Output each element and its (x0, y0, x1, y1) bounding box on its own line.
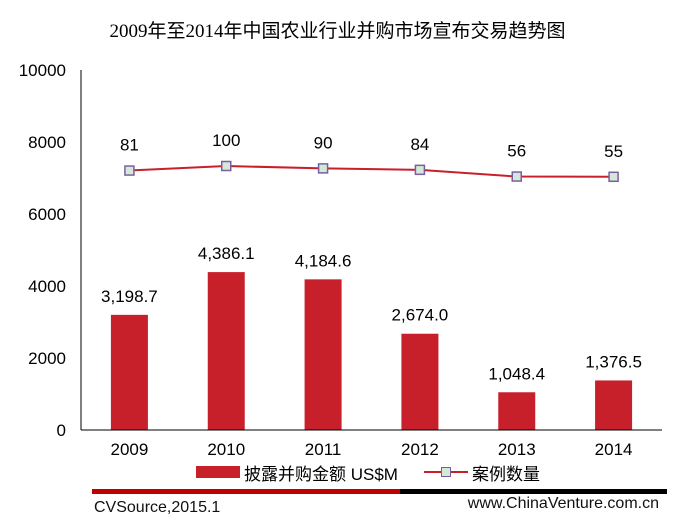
legend-item-count: 案例数量 (423, 460, 540, 485)
source-note: CVSource,2015.1 (94, 499, 221, 516)
line-data-label: 56 (507, 142, 526, 161)
line-marker (414, 164, 426, 176)
y-tick-label: 6000 (28, 205, 66, 224)
bar-data-labels: 3,198.7 4,386.1 4,184.6 2,674.0 1,048.4 1,376… (101, 244, 642, 383)
x-tick-label: 2012 (401, 440, 439, 459)
line-data-labels: 81 100 90 84 56 55 (120, 131, 623, 161)
y-tick-label: 2000 (28, 349, 66, 368)
line-marker (511, 171, 522, 182)
website-link[interactable]: www.ChinaVenture.com.cn (467, 495, 659, 512)
bar-data-label: 1,048.4 (488, 364, 545, 383)
bar (207, 272, 245, 430)
x-tick-label: 2011 (305, 440, 342, 459)
bar (498, 392, 536, 430)
footer-divider-red (92, 489, 400, 494)
chart-title: 2009年至2014年中国农业行业并购市场宣布交易趋势图 (109, 21, 566, 42)
bar-data-label: 4,386.1 (198, 244, 255, 263)
y-axis: 0 2000 4000 6000 8000 10000 (19, 61, 82, 440)
line-series (124, 160, 619, 183)
line-data-label: 84 (410, 135, 429, 154)
line-marker (124, 165, 135, 176)
y-tick-label: 4000 (28, 277, 66, 296)
bar (110, 314, 148, 430)
bar-data-label: 2,674.0 (392, 306, 449, 325)
legend-label-count: 案例数量 (471, 464, 540, 484)
bar-data-label: 1,376.5 (585, 352, 642, 371)
line-marker (608, 171, 619, 183)
bar (595, 380, 633, 430)
footer-divider (92, 489, 667, 494)
line-data-label: 90 (314, 133, 333, 152)
y-tick-label: 0 (57, 421, 66, 440)
legend-square-marker-icon (440, 467, 451, 477)
line-data-label: 100 (212, 131, 240, 150)
line-data-label: 81 (120, 136, 139, 155)
bar-data-label: 4,184.6 (295, 251, 352, 270)
y-tick-label: 8000 (28, 133, 66, 152)
line-path (129, 164, 614, 178)
bar-series (110, 272, 633, 430)
x-tick-label: 2013 (498, 440, 536, 459)
bar (304, 279, 342, 430)
line-data-label: 55 (604, 142, 623, 161)
line-marker (317, 163, 329, 174)
x-tick-label: 2014 (595, 440, 633, 459)
legend-item-amount: 披露并购金额 US$M (196, 460, 398, 485)
x-axis: 2009 2010 2011 2012 2013 2014 (81, 429, 662, 459)
x-tick-label: 2009 (111, 440, 149, 459)
bar-data-label: 3,198.7 (101, 287, 158, 306)
x-tick-label: 2010 (207, 440, 245, 459)
legend-label-amount: 披露并购金额 US$M (244, 464, 398, 484)
footer-divider-black (400, 489, 667, 494)
y-tick-label: 10000 (19, 61, 66, 80)
legend-bar-swatch (196, 466, 240, 478)
bar (401, 333, 439, 430)
line-marker (221, 160, 232, 172)
legend: 披露并购金额 US$M 案例数量 (196, 460, 566, 485)
legend-line-swatch (423, 466, 468, 478)
